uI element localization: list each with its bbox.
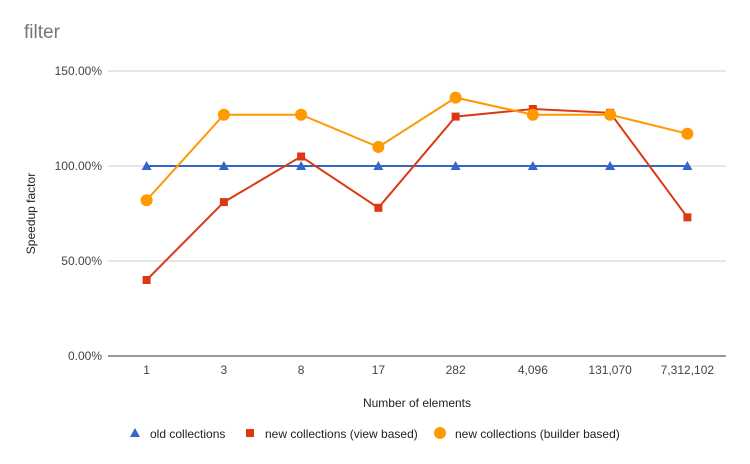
legend-marker xyxy=(434,427,446,439)
data-point xyxy=(140,194,153,207)
data-point xyxy=(681,127,694,140)
data-point xyxy=(142,276,151,284)
legend-label: old collections xyxy=(150,427,225,441)
data-point xyxy=(297,152,306,161)
x-tick-label: 7,312,102 xyxy=(661,363,715,377)
x-tick-label: 131,070 xyxy=(588,363,632,377)
legend-marker xyxy=(246,429,254,437)
y-axis-title: Speedup factor xyxy=(24,173,38,254)
x-tick-label: 1 xyxy=(143,363,150,377)
legend-label: new collections (view based) xyxy=(265,427,418,441)
x-tick-label: 3 xyxy=(221,363,228,377)
data-point xyxy=(141,161,152,170)
y-tick-label: 50.00% xyxy=(61,254,102,268)
data-point xyxy=(526,108,539,121)
data-point xyxy=(682,161,693,170)
x-tick-label: 17 xyxy=(372,363,386,377)
data-point xyxy=(604,108,617,121)
data-point xyxy=(218,161,229,170)
legend-label: new collections (builder based) xyxy=(455,427,620,441)
data-point xyxy=(449,91,462,104)
x-tick-label: 8 xyxy=(298,363,305,377)
x-tick-label: 4,096 xyxy=(518,363,548,377)
series-line xyxy=(145,107,689,281)
data-point xyxy=(374,203,383,212)
x-tick-label: 282 xyxy=(446,363,466,377)
data-point xyxy=(373,161,384,170)
y-tick-label: 100.00% xyxy=(55,159,103,173)
data-point xyxy=(219,198,228,207)
data-point xyxy=(372,141,385,153)
x-axis-title: Number of elements xyxy=(363,396,471,410)
data-point xyxy=(527,161,538,170)
data-point xyxy=(451,112,460,121)
data-point xyxy=(683,213,692,222)
legend-marker xyxy=(130,428,140,437)
data-point xyxy=(295,108,308,121)
data-point xyxy=(605,161,616,170)
y-tick-label: 0.00% xyxy=(68,349,102,363)
data-point xyxy=(450,161,461,170)
series-line xyxy=(145,96,688,201)
data-point xyxy=(296,161,307,170)
y-tick-label: 150.00% xyxy=(55,64,103,78)
data-point xyxy=(217,108,230,121)
chart-title: filter xyxy=(24,22,60,43)
